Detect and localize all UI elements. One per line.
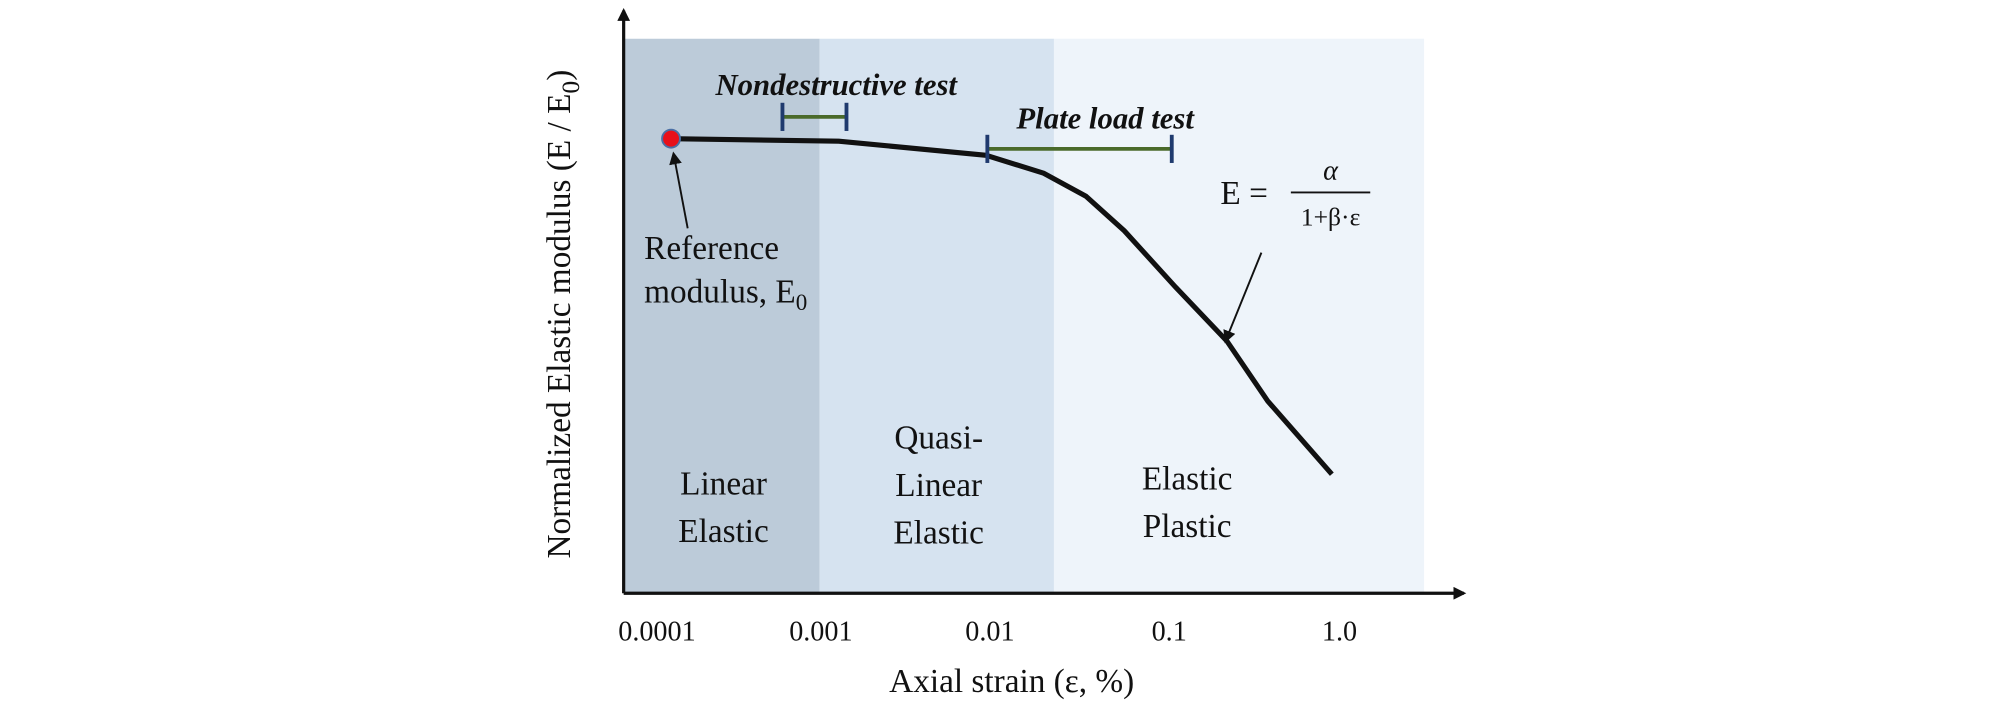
plate-load-range [985,134,1174,163]
y-label-close: ) [541,70,578,81]
reference-label: Reference [644,230,779,267]
modulus-curve [671,136,1334,476]
x-tick-label: 0.01 [965,617,1014,648]
nondestructive-range [780,102,849,131]
reference-arrow [669,151,689,229]
x-axis-label: Axial strain (ε, %) [889,663,1134,700]
reference-point [661,128,681,149]
dynamic: 0.0001 0.001 0.01 0.1 1.0 Linear Elastic Quasi-… [618,420,1357,648]
region-label: Linear [895,467,982,504]
region-quasi [819,38,1054,594]
y-axis-label: Normalized Elastic modulus (E / E0) [541,70,585,559]
region-label: Elastic [1142,461,1233,498]
test-label: Plate load test [1015,101,1195,135]
x-tick-label: 0.001 [789,617,852,648]
subscript: 0 [796,289,808,315]
reference-label: modulus, E0 [644,274,807,316]
test-label: Nondestructive test [715,68,959,102]
x-tick-label: 0.1 [1152,617,1187,648]
region-label: Quasi- [894,420,983,457]
region-label: Elastic [893,514,984,551]
x-tick-label: 1.0 [1322,617,1357,648]
region-linear [623,38,820,594]
region-plastic [1053,38,1425,594]
formula-arrow [1223,252,1263,344]
region-label: Elastic [678,513,769,550]
x-tick-label: 0.0001 [618,617,695,648]
formula-lhs: E = [1220,175,1267,212]
region-label: Plastic [1143,508,1232,545]
reference-text: modulus, E [644,274,796,311]
subscript: 0 [556,81,585,94]
region-label: Linear [680,466,767,503]
formula-numerator: α [1323,156,1339,187]
y-label-text: Normalized Elastic modulus (E / E [541,94,578,559]
formula-denominator: 1+β·ε [1301,203,1361,232]
